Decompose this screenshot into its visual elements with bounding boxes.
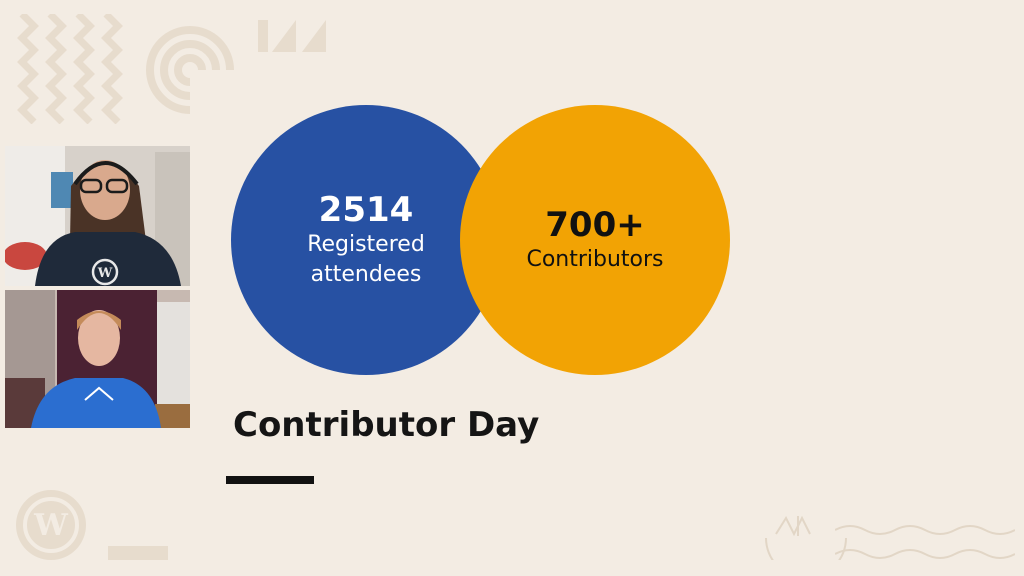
stat-contributors: 700+ Contributors: [460, 105, 730, 375]
wordpress-logo-icon: W: [16, 490, 86, 560]
stat-label-line1: Registered: [307, 232, 425, 257]
triangle-pattern: [258, 20, 354, 52]
wavy-lines: [835, 525, 1015, 559]
svg-text:W: W: [97, 266, 113, 281]
stat-label-line2: attendees: [310, 262, 422, 287]
concentric-arc-pattern: [146, 26, 234, 114]
stat-value: 700+: [545, 205, 645, 245]
participant-video-1: W: [5, 146, 190, 286]
stat-value: 2514: [318, 190, 414, 230]
wordcamp-stamp-icon: [765, 515, 847, 560]
stat-registered-attendees: 2514 Registered attendees: [231, 105, 501, 375]
participant-video-2: [5, 290, 190, 428]
zigzag-pattern: [17, 14, 123, 124]
stat-label-line1: Contributors: [526, 247, 664, 272]
slide-title: Contributor Day: [233, 405, 540, 445]
decor-bar: [108, 546, 168, 560]
title-underline: [226, 476, 314, 484]
svg-text:W: W: [33, 508, 69, 543]
